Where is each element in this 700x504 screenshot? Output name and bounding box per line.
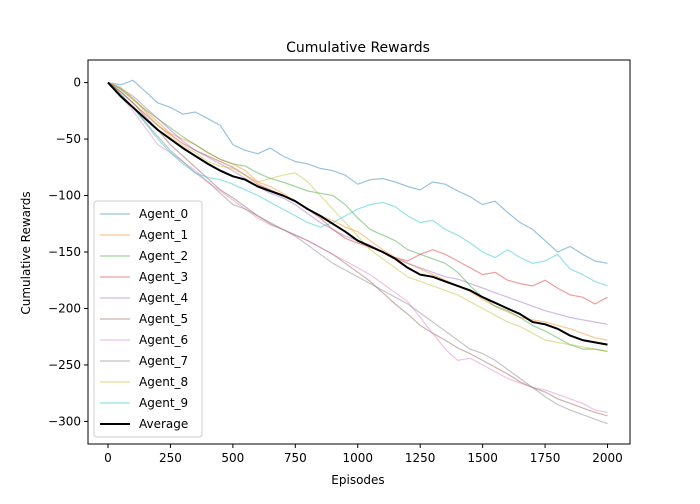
x-tick-label: 750 (284, 451, 307, 465)
x-tick-label: 1750 (530, 451, 561, 465)
y-tick-label: −250 (48, 358, 81, 372)
series-line-agent-1 (107, 82, 608, 341)
y-tick-label: −300 (48, 414, 81, 428)
x-axis-label: Episodes (331, 473, 384, 487)
y-tick-label: −100 (48, 189, 81, 203)
legend-label-agent-9: Agent_9 (139, 396, 188, 410)
y-tick-label: −150 (48, 245, 81, 259)
x-tick-label: 500 (221, 451, 244, 465)
series-line-agent-8 (107, 82, 608, 352)
series-line-agent-6 (107, 82, 608, 413)
y-axis-label: Cumulative Rewards (19, 191, 33, 314)
legend-label-agent-2: Agent_2 (139, 249, 188, 263)
series-line-agent-3 (107, 82, 608, 305)
series-line-agent-9 (107, 82, 608, 287)
x-tick-label: 1250 (405, 451, 436, 465)
legend-label-agent-8: Agent_8 (139, 375, 188, 389)
y-tick-label: −50 (56, 132, 81, 146)
legend-label-agent-5: Agent_5 (139, 312, 188, 326)
legend-box (93, 200, 203, 438)
x-tick-label: 1500 (467, 451, 498, 465)
y-tick-label: 0 (73, 76, 81, 90)
legend-label-agent-6: Agent_6 (139, 333, 188, 347)
x-tick-label: 1000 (342, 451, 373, 465)
series-line-agent-5 (107, 82, 608, 417)
y-tick-label: −200 (48, 301, 81, 315)
series-line-agent-0 (107, 79, 608, 264)
legend-label-agent-4: Agent_4 (139, 291, 188, 305)
x-tick-label: 0 (104, 451, 112, 465)
legend-label-average: Average (139, 417, 188, 431)
x-axis: 0 250 500 750 1000 1250 1500 1750 2000 (104, 444, 623, 465)
x-tick-label: 250 (159, 451, 182, 465)
legend-label-agent-0: Agent_0 (139, 207, 188, 221)
legend-items: Agent_0 Agent_1 Agent_2 Agent_3 Agent_4 Agent… (100, 207, 188, 431)
y-axis: 0 −50 −100 −150 −200 −250 −300 (48, 76, 88, 428)
average-layer (107, 81, 608, 346)
legend: Agent_0 Agent_1 Agent_2 Agent_3 Agent_4 Agent… (93, 200, 203, 438)
legend-label-agent-1: Agent_1 (139, 228, 188, 242)
series-line-agent-2 (107, 82, 608, 352)
legend-label-agent-3: Agent_3 (139, 270, 188, 284)
legend-label-agent-7: Agent_7 (139, 354, 188, 368)
chart-title: Cumulative Rewards (286, 40, 430, 56)
series-layer (107, 79, 608, 425)
series-line-agent-7 (107, 82, 608, 425)
series-line-average (107, 81, 608, 346)
x-tick-label: 2000 (592, 451, 623, 465)
